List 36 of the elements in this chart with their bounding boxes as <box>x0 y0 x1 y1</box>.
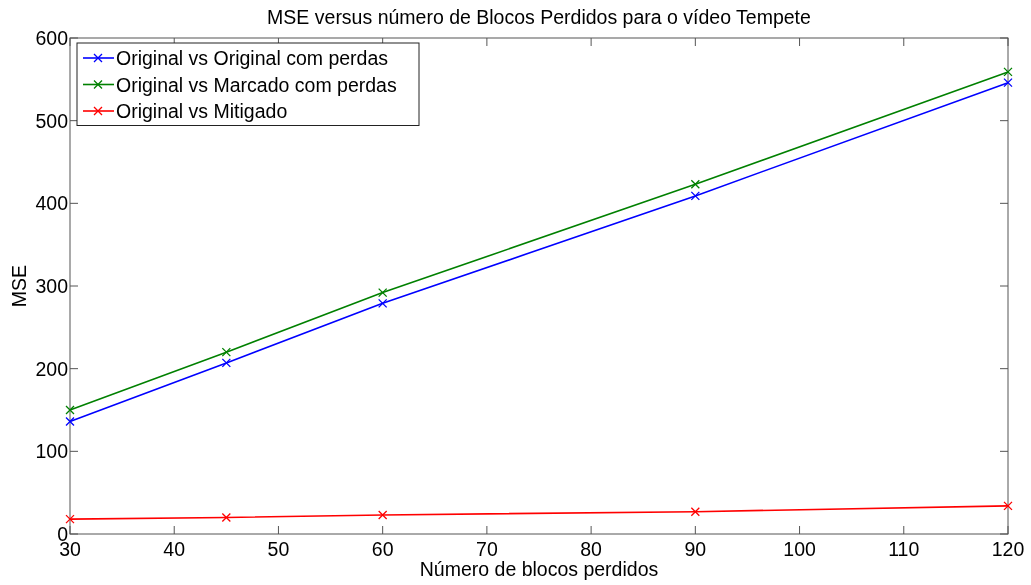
point <box>690 179 700 189</box>
point <box>1003 67 1013 77</box>
x-tick-label: 60 <box>371 538 394 560</box>
x-tick-label: 110 <box>888 538 920 560</box>
point <box>65 405 75 415</box>
point <box>1003 501 1013 511</box>
x-tick-label: 40 <box>163 538 186 560</box>
y-tick-label: 200 <box>35 357 69 380</box>
y-tick-label: 500 <box>35 109 69 132</box>
point <box>65 514 75 524</box>
point <box>378 298 388 309</box>
point <box>690 191 700 201</box>
y-axis-title: MSE <box>8 264 30 308</box>
point <box>1003 77 1013 88</box>
x-tick-label: 90 <box>684 538 707 560</box>
point <box>221 347 231 357</box>
x-tick-label: 50 <box>267 538 290 560</box>
x-tick-label: 120 <box>991 538 1025 560</box>
y-tick-label: 600 <box>35 27 69 49</box>
y-tick-label: 300 <box>35 275 69 297</box>
chart-title: MSE versus número de Blocos Perdidos para o vídeo Tempete <box>267 6 811 28</box>
legend-label: Original vs Mitigado <box>116 100 288 122</box>
y-tick-label: 400 <box>35 192 69 215</box>
point <box>378 287 388 298</box>
point <box>378 510 388 520</box>
point <box>65 416 75 427</box>
y-tick-label: 100 <box>35 440 69 463</box>
point <box>221 512 231 523</box>
legend-label: Original vs Original com perdas <box>116 47 389 69</box>
x-tick-label: 100 <box>783 538 816 560</box>
legend-label: Original vs Marcado com perdas <box>116 73 397 96</box>
point <box>221 358 231 368</box>
x-tick-label: 80 <box>580 538 603 560</box>
x-axis-title: Número de blocos perdidos <box>419 558 659 580</box>
x-tick-label: 70 <box>476 538 498 560</box>
point <box>690 507 700 517</box>
